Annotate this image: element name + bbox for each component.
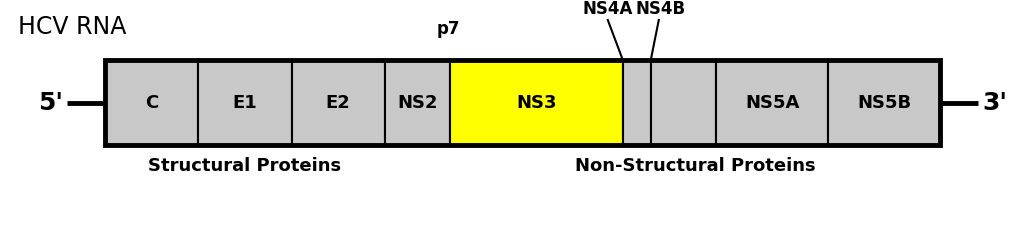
Text: 3': 3' xyxy=(982,90,1007,115)
Text: NS4A: NS4A xyxy=(583,0,633,18)
Text: C: C xyxy=(145,94,159,112)
Text: E2: E2 xyxy=(326,94,350,112)
Text: NS3: NS3 xyxy=(516,94,557,112)
Text: HCV RNA: HCV RNA xyxy=(18,15,126,39)
Bar xyxy=(199,60,292,145)
Text: E1: E1 xyxy=(232,94,257,112)
Bar xyxy=(716,60,828,145)
Bar xyxy=(623,60,651,145)
Text: p7: p7 xyxy=(436,20,460,38)
Bar xyxy=(385,60,451,145)
Text: NS5B: NS5B xyxy=(857,94,911,112)
Bar xyxy=(451,60,623,145)
Bar xyxy=(105,60,940,145)
Bar xyxy=(828,60,940,145)
Text: 5': 5' xyxy=(38,90,63,115)
Bar xyxy=(651,60,716,145)
Text: NS4B: NS4B xyxy=(636,0,686,18)
Text: Structural Proteins: Structural Proteins xyxy=(148,157,342,175)
Bar xyxy=(105,60,199,145)
Text: Non-Structural Proteins: Non-Structural Proteins xyxy=(574,157,815,175)
Bar xyxy=(292,60,385,145)
Text: NS2: NS2 xyxy=(397,94,438,112)
Text: NS5A: NS5A xyxy=(744,94,800,112)
